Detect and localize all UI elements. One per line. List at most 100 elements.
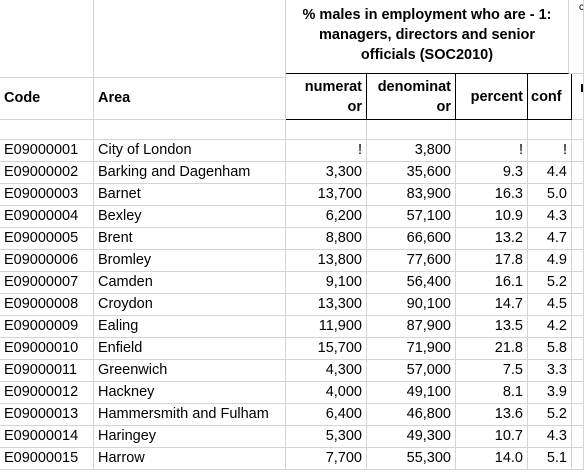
conf-cell[interactable]: 4.3 [528,426,572,448]
denominator-cell[interactable]: 3,800 [367,140,456,162]
code-cell[interactable]: E09000009 [0,316,94,338]
numerator-cell[interactable]: 13,800 [286,250,367,272]
area-cell[interactable]: Hackney [94,382,286,404]
conf-cell[interactable]: 3.9 [528,382,572,404]
code-cell[interactable]: E09000011 [0,360,94,382]
empty-cell[interactable] [0,120,94,140]
denominator-cell[interactable]: 49,300 [367,426,456,448]
area-cell[interactable]: Brent [94,228,286,250]
area-cell[interactable]: Hammersmith and Fulham [94,404,286,426]
numerator-cell[interactable]: 13,700 [286,184,367,206]
empty-cell[interactable] [572,426,584,448]
code-cell[interactable]: E09000013 [0,404,94,426]
empty-cell[interactable] [456,120,528,140]
numerator-cell[interactable]: 4,000 [286,382,367,404]
empty-cell[interactable] [572,316,584,338]
empty-cell[interactable] [367,120,456,140]
numerator-cell[interactable]: 4,300 [286,360,367,382]
empty-cell[interactable] [572,250,584,272]
conf-cell[interactable]: 5.1 [528,448,572,470]
empty-cell[interactable] [572,448,584,470]
empty-cell[interactable] [572,140,584,162]
conf-cell[interactable]: 5.2 [528,404,572,426]
header-blank-cell[interactable]: r [572,74,584,120]
denominator-cell[interactable]: 71,900 [367,338,456,360]
numerator-cell[interactable]: 5,300 [286,426,367,448]
column-header-code[interactable]: Code [0,78,94,120]
percent-cell[interactable]: 17.8 [456,250,528,272]
denominator-cell[interactable]: 35,600 [367,162,456,184]
empty-cell[interactable] [572,338,584,360]
denominator-cell[interactable]: 49,100 [367,382,456,404]
numerator-cell[interactable]: 7,700 [286,448,367,470]
conf-cell[interactable]: 3.3 [528,360,572,382]
area-cell[interactable]: Croydon [94,294,286,316]
column-header-numerator[interactable]: numerat or [286,74,367,120]
empty-cell[interactable] [572,382,584,404]
conf-cell[interactable]: 5.2 [528,272,572,294]
percent-cell[interactable]: 10.9 [456,206,528,228]
numerator-cell[interactable]: 15,700 [286,338,367,360]
conf-cell[interactable]: 4.4 [528,162,572,184]
code-cell[interactable]: E09000001 [0,140,94,162]
numerator-cell[interactable]: 13,300 [286,294,367,316]
numerator-cell[interactable]: 3,300 [286,162,367,184]
code-cell[interactable]: E09000004 [0,206,94,228]
conf-cell[interactable]: 5.8 [528,338,572,360]
code-cell[interactable]: E09000008 [0,294,94,316]
conf-cell[interactable]: 4.2 [528,316,572,338]
area-cell[interactable]: Camden [94,272,286,294]
denominator-cell[interactable]: 77,600 [367,250,456,272]
empty-cell[interactable] [572,272,584,294]
percent-cell[interactable]: 10.7 [456,426,528,448]
percent-cell[interactable]: 9.3 [456,162,528,184]
conf-cell[interactable]: 4.5 [528,294,572,316]
column-header-percent[interactable]: percent [456,74,528,120]
percent-cell[interactable]: 8.1 [456,382,528,404]
area-cell[interactable]: Harrow [94,448,286,470]
empty-cell[interactable] [572,404,584,426]
empty-cell[interactable] [572,228,584,250]
numerator-cell[interactable]: 9,100 [286,272,367,294]
code-cell[interactable]: E09000005 [0,228,94,250]
area-cell[interactable]: Ealing [94,316,286,338]
column-header-conf[interactable]: conf [528,74,572,120]
conf-cell[interactable]: ! [528,140,572,162]
header-blank-cell[interactable]: c [569,0,584,74]
area-cell[interactable]: Greenwich [94,360,286,382]
code-cell[interactable]: E09000014 [0,426,94,448]
denominator-cell[interactable]: 56,400 [367,272,456,294]
empty-cell[interactable] [94,120,286,140]
area-cell[interactable]: Barking and Dagenham [94,162,286,184]
numerator-cell[interactable]: 11,900 [286,316,367,338]
percent-cell[interactable]: 7.5 [456,360,528,382]
empty-cell[interactable] [572,162,584,184]
empty-cell[interactable] [286,120,367,140]
area-cell[interactable]: Barnet [94,184,286,206]
empty-cell[interactable] [572,294,584,316]
percent-cell[interactable]: ! [456,140,528,162]
code-cell[interactable]: E09000012 [0,382,94,404]
conf-cell[interactable]: 5.0 [528,184,572,206]
numerator-cell[interactable]: 6,200 [286,206,367,228]
denominator-cell[interactable]: 46,800 [367,404,456,426]
empty-cell[interactable] [528,120,572,140]
empty-cell[interactable] [572,120,584,140]
percent-cell[interactable]: 21.8 [456,338,528,360]
denominator-cell[interactable]: 66,600 [367,228,456,250]
percent-cell[interactable]: 13.6 [456,404,528,426]
code-cell[interactable]: E09000003 [0,184,94,206]
area-cell[interactable]: Bexley [94,206,286,228]
denominator-cell[interactable]: 57,100 [367,206,456,228]
area-cell[interactable]: Haringey [94,426,286,448]
numerator-cell[interactable]: ! [286,140,367,162]
percent-cell[interactable]: 16.3 [456,184,528,206]
area-cell[interactable]: Bromley [94,250,286,272]
conf-cell[interactable]: 4.7 [528,228,572,250]
conf-cell[interactable]: 4.3 [528,206,572,228]
percent-cell[interactable]: 13.2 [456,228,528,250]
header-blank-cell[interactable] [94,0,286,78]
percent-cell[interactable]: 13.5 [456,316,528,338]
area-cell[interactable]: City of London [94,140,286,162]
empty-cell[interactable] [572,184,584,206]
